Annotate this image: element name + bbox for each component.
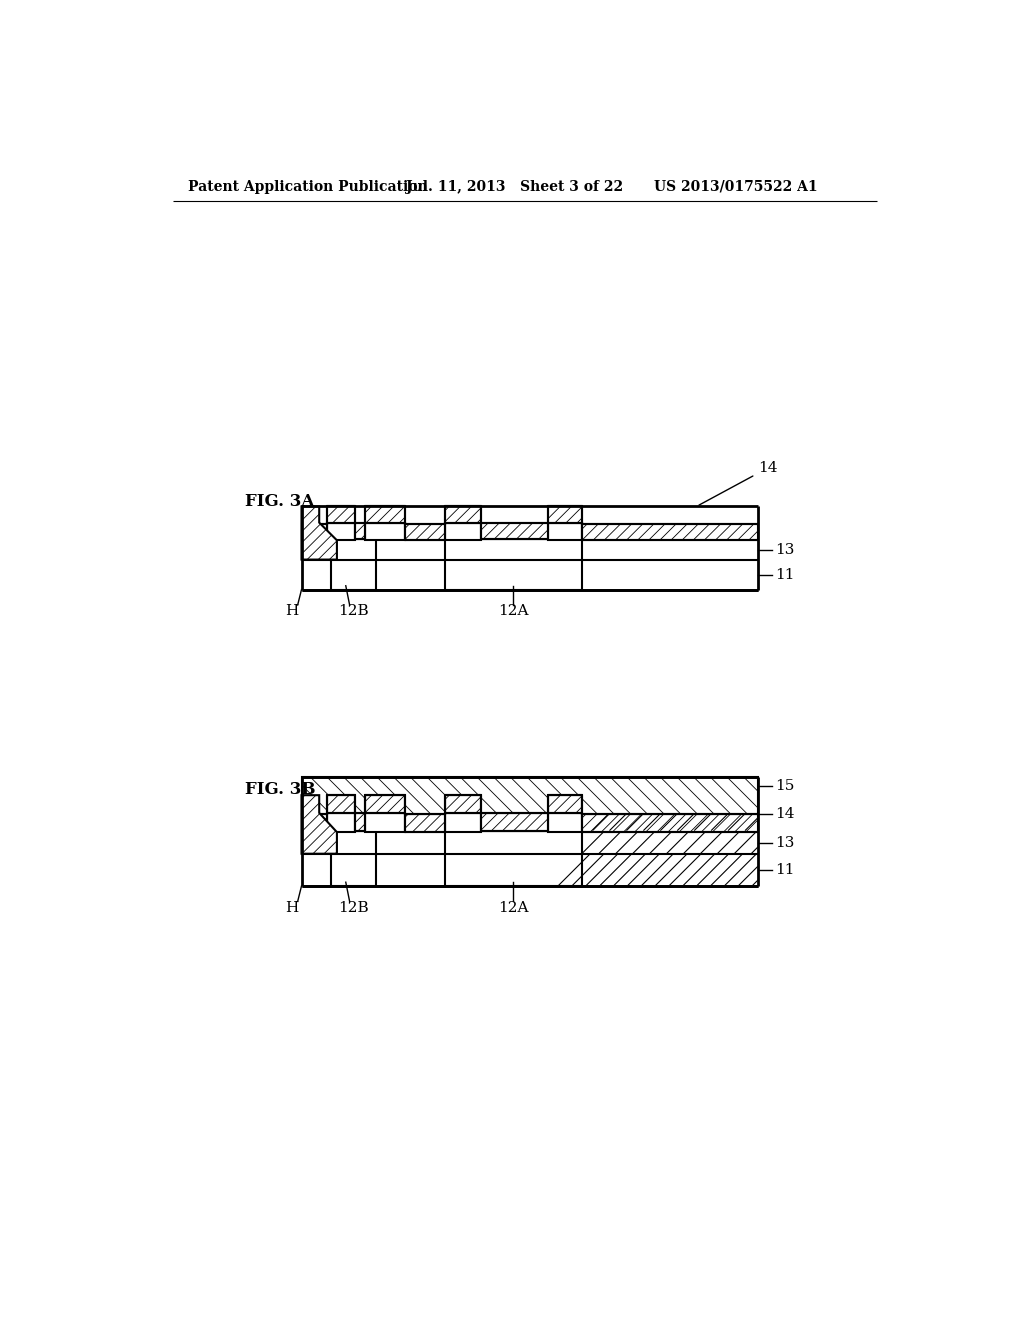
Polygon shape — [366, 523, 406, 540]
Polygon shape — [444, 813, 481, 832]
Text: 13: 13 — [775, 836, 795, 850]
Polygon shape — [301, 507, 758, 540]
Text: Jul. 11, 2013   Sheet 3 of 22: Jul. 11, 2013 Sheet 3 of 22 — [407, 180, 624, 194]
Polygon shape — [301, 777, 758, 814]
Text: 15: 15 — [775, 779, 795, 793]
Text: FIG. 3B: FIG. 3B — [245, 781, 315, 799]
Text: US 2013/0175522 A1: US 2013/0175522 A1 — [654, 180, 818, 194]
Text: 14: 14 — [699, 461, 777, 506]
Text: 11: 11 — [775, 863, 795, 876]
Text: 12A: 12A — [498, 605, 528, 618]
Polygon shape — [301, 795, 758, 832]
Polygon shape — [548, 523, 582, 540]
Polygon shape — [301, 412, 758, 590]
Polygon shape — [327, 813, 355, 832]
Polygon shape — [301, 693, 758, 886]
Text: 12B: 12B — [338, 900, 369, 915]
Polygon shape — [366, 813, 406, 832]
Polygon shape — [301, 795, 758, 832]
Text: 11: 11 — [775, 568, 795, 582]
Polygon shape — [444, 523, 481, 540]
Text: 12B: 12B — [338, 605, 369, 618]
Polygon shape — [301, 507, 337, 560]
Text: 14: 14 — [775, 807, 795, 821]
Polygon shape — [301, 507, 758, 540]
Text: 12A: 12A — [498, 900, 528, 915]
Text: 13: 13 — [775, 543, 795, 557]
Text: FIG. 3A: FIG. 3A — [245, 492, 314, 510]
Polygon shape — [327, 523, 355, 540]
Text: H: H — [286, 900, 299, 915]
Polygon shape — [301, 795, 337, 854]
Polygon shape — [548, 813, 582, 832]
Text: Patent Application Publication: Patent Application Publication — [188, 180, 428, 194]
Text: H: H — [286, 605, 299, 618]
